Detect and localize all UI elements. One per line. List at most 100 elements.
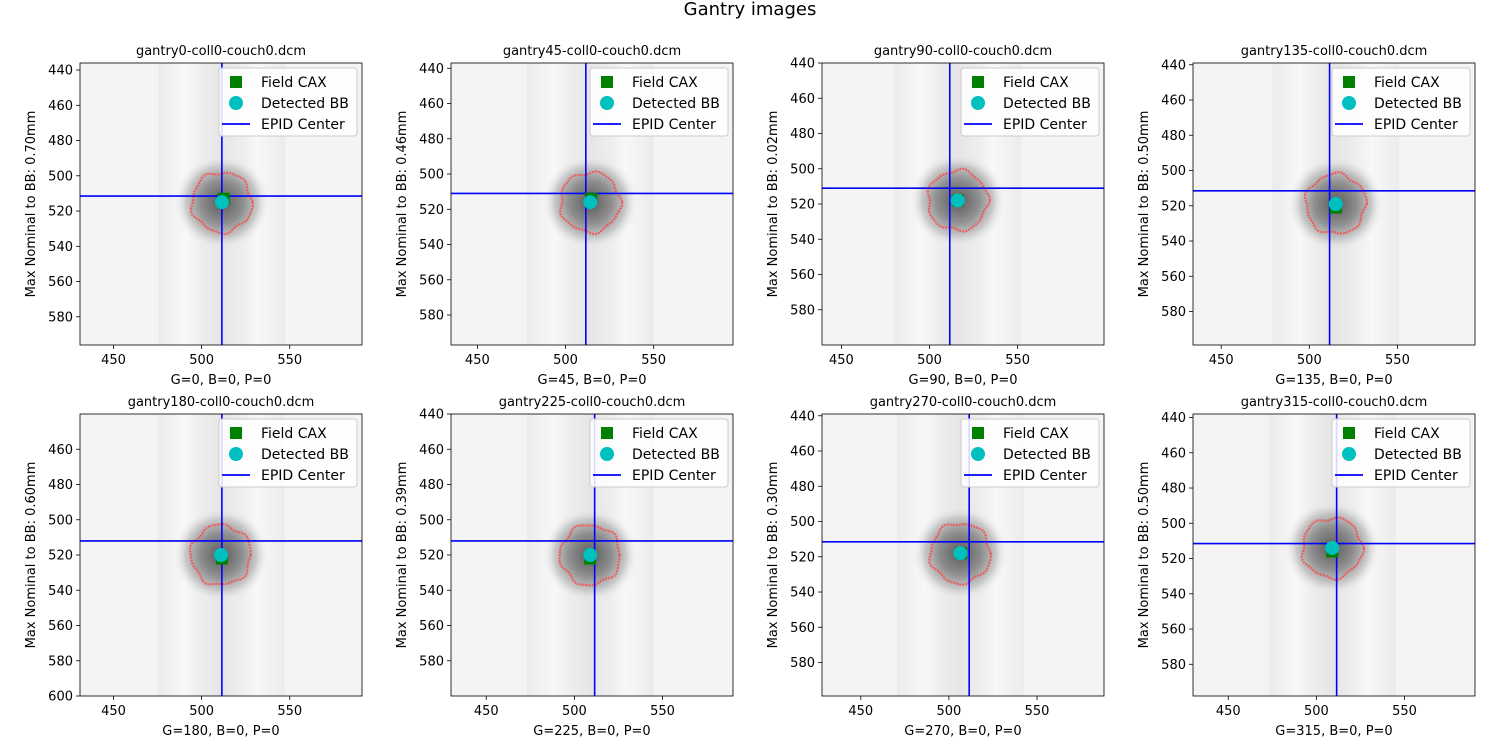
axes-frame [1192, 413, 1476, 697]
panel-title: gantry180-coll0-couch0.dcm [128, 395, 315, 410]
y-tick-label: 460 [48, 99, 73, 114]
detected-bb-marker [953, 546, 968, 561]
y-tick-label: 440 [419, 408, 444, 423]
y-tick-label: 540 [790, 233, 815, 248]
panel-title: gantry315-coll0-couch0.dcm [1241, 395, 1428, 410]
x-tick-label: 550 [1025, 704, 1050, 719]
y-tick-label: 500 [1161, 164, 1186, 179]
y-tick-label: 580 [790, 656, 815, 671]
panel-title: gantry45-coll0-couch0.dcm [503, 44, 681, 59]
panel-3: 450 500 550 440 460 480 500 520 540 560 580 gantry1… [1137, 44, 1476, 388]
y-tick-label: 580 [1161, 658, 1186, 673]
y-tick-label: 600 [48, 690, 73, 705]
y-tick-label: 480 [48, 134, 73, 149]
panel-7: 450 500 550 440 460 480 500 520 540 560 580 gantry3… [1137, 395, 1476, 739]
y-tick-label: 500 [790, 515, 815, 530]
epid-image [1193, 414, 1475, 696]
y-tick-label: 520 [48, 549, 73, 564]
legend: Field CAX Detected BB EPID Center [1331, 67, 1471, 137]
y-tick-label: 540 [790, 586, 815, 601]
legend-field-cax-label: Field CAX [1003, 75, 1069, 91]
legend-detected-bb-swatch [600, 96, 614, 110]
y-axis-label: Max Nominal to BB: 0.39mm [395, 462, 410, 649]
detected-bb-marker [1325, 540, 1340, 555]
y-tick-label: 460 [419, 443, 444, 458]
legend: Field CAX Detected BB EPID Center [218, 67, 358, 137]
legend: Field CAX Detected BB EPID Center [960, 418, 1100, 488]
x-tick-label: 450 [848, 704, 873, 719]
y-tick-label: 440 [790, 409, 815, 424]
x-axis-label: G=0, B=0, P=0 [171, 373, 272, 388]
x-tick-label: 450 [101, 353, 126, 368]
x-tick-label: 500 [189, 704, 214, 719]
legend-detected-bb-label: Detected BB [1374, 447, 1462, 463]
legend-box [1331, 418, 1471, 488]
legend-box [960, 418, 1100, 488]
y-tick-label: 520 [790, 550, 815, 565]
y-tick-label: 560 [1161, 623, 1186, 638]
panel-6: 450 500 550 440 460 480 500 520 540 560 580 gantry2… [766, 395, 1105, 739]
legend-box [218, 418, 358, 488]
y-tick-label: 480 [419, 132, 444, 147]
legend-detected-bb-label: Detected BB [1374, 96, 1462, 112]
y-tick-label: 560 [419, 619, 444, 634]
y-tick-label: 560 [48, 275, 73, 290]
legend-detected-bb-swatch [229, 96, 243, 110]
y-axis-label: Max Nominal to BB: 0.46mm [395, 111, 410, 298]
axes-frame [821, 413, 1105, 697]
legend-detected-bb-label: Detected BB [1003, 96, 1091, 112]
y-tick-label: 480 [419, 478, 444, 493]
panel-0: 450 500 550 440 460 480 500 520 540 560 580 gantry0… [24, 44, 363, 388]
detected-bb-marker [950, 193, 965, 208]
legend-field-cax-swatch [230, 76, 242, 88]
y-tick-label: 440 [1161, 58, 1186, 73]
bb-contour [558, 524, 621, 587]
y-tick-label: 500 [419, 168, 444, 183]
y-tick-label: 560 [48, 619, 73, 634]
legend: Field CAX Detected BB EPID Center [589, 418, 729, 488]
legend-box [218, 67, 358, 137]
x-tick-label: 500 [562, 704, 587, 719]
legend-detected-bb-swatch [1342, 96, 1356, 110]
panel-5: 450 500 550 440 460 480 500 520 540 560 580 gantry2… [395, 395, 734, 739]
x-tick-label: 500 [1304, 704, 1329, 719]
y-axis-label: Max Nominal to BB: 0.02mm [766, 111, 781, 298]
panel-title: gantry0-coll0-couch0.dcm [136, 44, 306, 59]
x-tick-label: 550 [1385, 353, 1410, 368]
y-tick-label: 460 [419, 97, 444, 112]
legend-box [1331, 67, 1471, 137]
y-tick-label: 480 [790, 480, 815, 495]
legend-field-cax-label: Field CAX [1374, 75, 1440, 91]
x-tick-label: 550 [650, 704, 675, 719]
y-axis-label: Max Nominal to BB: 0.60mm [24, 462, 39, 649]
legend-detected-bb-label: Detected BB [632, 447, 720, 463]
y-tick-label: 520 [1161, 552, 1186, 567]
y-axis-label: Max Nominal to BB: 0.70mm [24, 111, 39, 298]
x-tick-label: 500 [1297, 353, 1322, 368]
legend-detected-bb-swatch [1342, 447, 1356, 461]
legend-epid-center-label: EPID Center [1374, 468, 1458, 484]
panel-title: gantry135-coll0-couch0.dcm [1241, 44, 1428, 59]
legend-detected-bb-swatch [971, 96, 985, 110]
panel-title: gantry270-coll0-couch0.dcm [870, 395, 1057, 410]
y-tick-label: 480 [1161, 129, 1186, 144]
legend-detected-bb-label: Detected BB [632, 96, 720, 112]
legend-field-cax-label: Field CAX [1003, 426, 1069, 442]
detected-bb-marker [1328, 197, 1343, 211]
y-tick-label: 500 [48, 513, 73, 528]
legend-epid-center-label: EPID Center [261, 468, 345, 484]
y-tick-label: 560 [790, 268, 815, 283]
y-tick-label: 580 [419, 654, 444, 669]
y-tick-label: 500 [48, 169, 73, 184]
bb-contour [189, 171, 255, 236]
legend-field-cax-label: Field CAX [1374, 426, 1440, 442]
x-tick-label: 550 [1392, 704, 1417, 719]
y-tick-label: 460 [790, 445, 815, 460]
y-tick-label: 460 [1161, 446, 1186, 461]
x-axis-label: G=45, B=0, P=0 [537, 373, 646, 388]
panel-title: gantry225-coll0-couch0.dcm [499, 395, 686, 410]
y-tick-label: 560 [1161, 270, 1186, 285]
legend-epid-center-label: EPID Center [1374, 117, 1458, 133]
x-tick-label: 500 [936, 704, 961, 719]
y-tick-label: 560 [419, 273, 444, 288]
